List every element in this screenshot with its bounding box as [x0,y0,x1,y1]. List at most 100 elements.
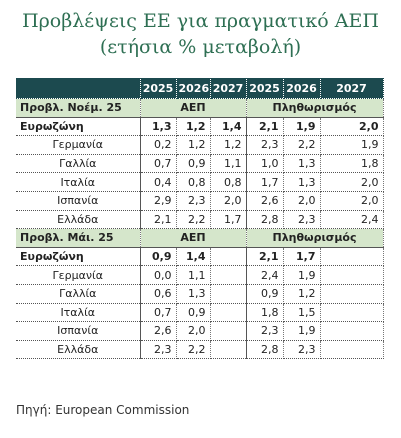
country: Ιταλία [16,172,141,192]
inflation-value: 1,9 [283,321,321,341]
data-row: Γαλλία 0,6 1,3 0,9 1,2 [16,284,384,304]
gdp-value: 1,4 [210,117,247,137]
inflation-value: 2,3 [283,340,321,360]
section-label: Προβλ. Νοέμ. 25 [16,98,141,118]
country: Γαλλία [16,154,141,174]
country: Γερμανία [16,135,141,155]
gdp-value: 2,9 [140,191,177,211]
gdp-header: ΑΕΠ [140,228,247,248]
inflation-value: 2,0 [283,191,321,211]
year-header: 2027 [320,78,384,99]
section-row: Προβλ. Νοέμ. 25 ΑΕΠ Πληθωρισμός [16,98,384,118]
gdp-value: 0,7 [140,154,177,174]
inflation-value: 1,7 [283,247,321,267]
inflation-value: 2,3 [246,321,284,341]
inflation-value: 1,7 [246,172,284,192]
year-header: 2027 [210,78,247,99]
data-row: Ισπανία 2,6 2,0 2,3 1,9 [16,321,384,341]
gdp-value: 2,2 [176,340,211,360]
gdp-value: 2,0 [210,191,247,211]
inflation-value: 2,2 [283,135,321,155]
data-row: Ευρωζώνη 0,9 1,4 2,1 1,7 [16,247,384,267]
gdp-value: 2,3 [140,340,177,360]
inflation-value: 1,2 [283,284,321,304]
country: Ισπανία [16,321,141,341]
gdp-value: 0,6 [140,284,177,304]
data-row: Ελλάδα 2,3 2,2 2,8 2,3 [16,340,384,360]
inflation-value [320,284,384,304]
gdp-value: 1,7 [210,210,247,230]
gdp-header: ΑΕΠ [140,98,247,118]
inflation-value: 1,5 [283,303,321,323]
gdp-value: 0,2 [140,135,177,155]
gdp-value: 0,4 [140,172,177,192]
gdp-value: 0,8 [176,172,211,192]
inflation-value: 2,8 [246,210,284,230]
country: Ευρωζώνη [16,247,141,267]
gdp-value: 0,8 [210,172,247,192]
gdp-value: 1,1 [176,265,211,285]
country: Ιταλία [16,303,141,323]
source: Πηγή: European Commission [16,403,190,417]
inflation-value: 2,0 [320,117,384,137]
gdp-value [210,265,247,285]
gdp-value: 1,4 [176,247,211,267]
inflation-value [320,303,384,323]
inflation-value: 2,0 [320,191,384,211]
header-empty [16,78,141,99]
data-row: Ευρωζώνη 1,3 1,2 1,4 2,1 1,9 2,0 [16,117,384,137]
inflation-value: 1,9 [320,135,384,155]
year-header: 2026 [283,78,321,99]
data-row: Ιταλία 0,7 0,9 1,8 1,5 [16,303,384,323]
gdp-value: 2,6 [140,321,177,341]
country: Ελλάδα [16,340,141,360]
title: Προβλέψεις ΕΕ για πραγματικό ΑΕΠ [22,10,379,32]
gdp-value: 1,2 [176,117,211,137]
inflation-header: Πληθωρισμός [246,228,384,248]
gdp-value [210,284,247,304]
inflation-header: Πληθωρισμός [246,98,384,118]
section-label: Προβλ. Μάι. 25 [16,228,141,248]
data-row: Γερμανία 0,0 1,1 2,4 1,9 [16,265,384,285]
gdp-value: 2,1 [140,210,177,230]
inflation-value: 2,1 [246,247,284,267]
data-row: Ελλάδα 2,1 2,2 1,7 2,8 2,3 2,4 [16,210,384,230]
section-row: Προβλ. Μάι. 25 ΑΕΠ Πληθωρισμός [16,228,384,248]
gdp-value: 0,7 [140,303,177,323]
inflation-value: 1,9 [283,265,321,285]
inflation-value: 2,4 [320,210,384,230]
country: Γαλλία [16,284,141,304]
inflation-value: 1,9 [283,117,321,137]
year-header: 2026 [176,78,211,99]
gdp-value: 0,9 [176,303,211,323]
inflation-value: 2,3 [283,210,321,230]
forecast-table: 2025 2026 2027 2025 2026 2027 Προβλ. Νοέμ. 25 Α… [16,78,384,360]
inflation-value: 2,6 [246,191,284,211]
inflation-value: 1,0 [246,154,284,174]
gdp-value: 1,1 [210,154,247,174]
subtitle: (ετήσια % μεταβολή) [99,36,302,58]
gdp-value: 0,9 [140,247,177,267]
year-header: 2025 [246,78,284,99]
data-row: Ισπανία 2,9 2,3 2,0 2,6 2,0 2,0 [16,191,384,211]
inflation-value [320,321,384,341]
gdp-value: 1,2 [176,135,211,155]
inflation-value: 2,0 [320,172,384,192]
country: Ισπανία [16,191,141,211]
data-row: Γερμανία 0,2 1,2 1,2 2,3 2,2 1,9 [16,135,384,155]
gdp-value [210,321,247,341]
inflation-value: 2,8 [246,340,284,360]
gdp-value [210,340,247,360]
inflation-value: 0,9 [246,284,284,304]
gdp-value: 1,2 [210,135,247,155]
inflation-value [320,247,384,267]
year-header: 2025 [140,78,177,99]
gdp-value: 1,3 [176,284,211,304]
data-row: Ιταλία 0,4 0,8 0,8 1,7 1,3 2,0 [16,172,384,192]
gdp-value: 1,3 [140,117,177,137]
inflation-value: 1,8 [320,154,384,174]
data-row: Γαλλία 0,7 0,9 1,1 1,0 1,3 1,8 [16,154,384,174]
gdp-value: 2,2 [176,210,211,230]
inflation-value: 1,8 [246,303,284,323]
